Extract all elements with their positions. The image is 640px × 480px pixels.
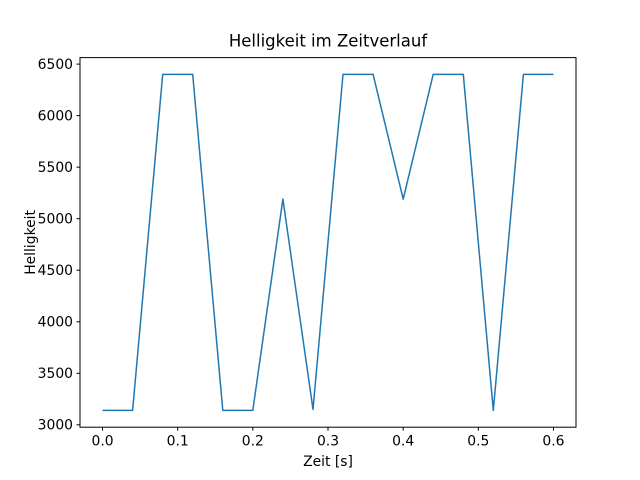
x-tick-label: 0.0	[91, 434, 113, 450]
y-tick-label: 4500	[38, 263, 73, 279]
y-tick-label: 5000	[38, 211, 73, 227]
data-line	[102, 73, 554, 412]
y-axis-label: Helligkeit	[23, 209, 39, 274]
y-tick-label: 6000	[38, 108, 73, 124]
x-tick-label: 0.4	[392, 434, 414, 450]
x-tick-label: 0.1	[167, 434, 189, 450]
y-tick-label: 5500	[38, 160, 73, 176]
y-tick-label: 6500	[38, 57, 73, 73]
x-tick-label: 0.5	[467, 434, 489, 450]
y-tick-label: 4000	[38, 315, 73, 331]
y-tick-label: 3000	[38, 418, 73, 434]
x-tick-label: 0.6	[542, 434, 564, 450]
x-tick-label: 0.2	[242, 434, 264, 450]
chart-title: Helligkeit im Zeitverlauf	[229, 32, 428, 51]
x-tick-label: 0.3	[317, 434, 339, 450]
y-tick-label: 3500	[38, 366, 73, 382]
x-axis-label: Zeit [s]	[303, 454, 353, 470]
